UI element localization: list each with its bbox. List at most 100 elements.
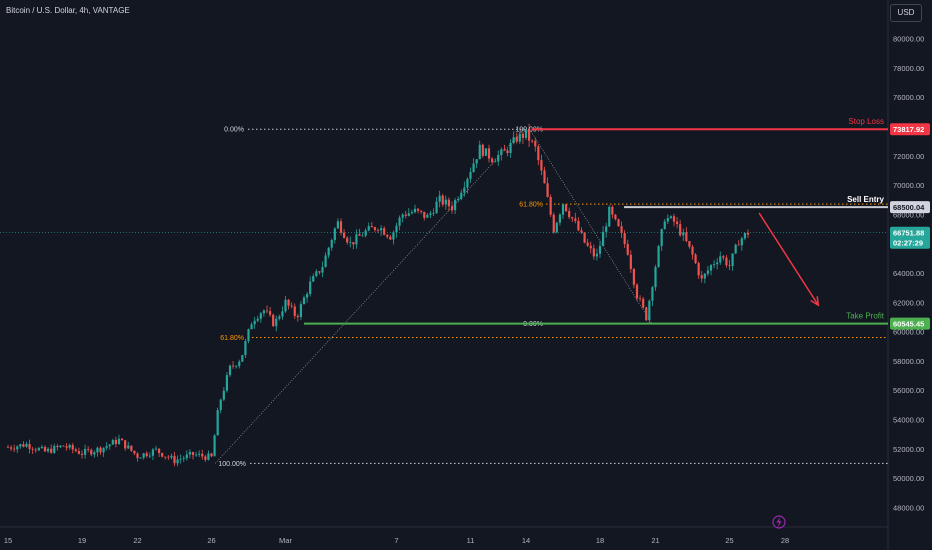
candle-body bbox=[546, 183, 549, 197]
candle-body bbox=[605, 226, 608, 232]
candle-body bbox=[642, 298, 645, 308]
candle-body bbox=[238, 361, 241, 366]
y-tick-label: 60000.00 bbox=[893, 328, 924, 337]
candle-body bbox=[691, 246, 694, 255]
candle-body bbox=[379, 228, 383, 231]
candle-body bbox=[287, 299, 290, 306]
candle-body bbox=[330, 239, 333, 248]
y-tick-label: 56000.00 bbox=[893, 386, 924, 395]
x-tick-label: 22 bbox=[133, 536, 141, 545]
candle-body bbox=[509, 142, 512, 154]
candle-body bbox=[96, 447, 99, 453]
candle-body bbox=[435, 201, 438, 214]
candle-body bbox=[179, 458, 182, 460]
candle-body bbox=[620, 226, 623, 234]
candle-body bbox=[117, 438, 121, 444]
candle-body bbox=[90, 449, 93, 455]
candle-body bbox=[68, 444, 71, 448]
candle-body bbox=[564, 204, 568, 212]
x-tick-label: 15 bbox=[4, 536, 12, 545]
candle-body bbox=[589, 245, 592, 249]
candle-body bbox=[164, 456, 167, 458]
candle-body bbox=[540, 160, 543, 171]
candle-body bbox=[50, 448, 53, 453]
candle-body bbox=[13, 448, 16, 450]
candle-body bbox=[161, 452, 164, 457]
candle-body bbox=[521, 133, 525, 138]
candle-body bbox=[503, 149, 506, 151]
candle-body bbox=[278, 316, 281, 319]
current-price-tag: 66751.88 bbox=[893, 229, 924, 238]
candle-body bbox=[648, 300, 651, 321]
candle-body bbox=[515, 137, 518, 142]
projection-arrow bbox=[758, 212, 819, 306]
candle-body bbox=[611, 206, 614, 215]
projection-arrow-head bbox=[810, 296, 820, 307]
candle-body bbox=[632, 268, 636, 285]
candle-body bbox=[346, 237, 349, 243]
candle-body bbox=[651, 287, 654, 301]
candle-body bbox=[204, 456, 207, 460]
candle-body bbox=[688, 241, 691, 247]
candle-body bbox=[176, 459, 179, 464]
candle-body bbox=[105, 446, 108, 448]
candle-body bbox=[185, 454, 188, 459]
candle-body bbox=[355, 234, 358, 245]
candle-body bbox=[247, 329, 250, 342]
candle-body bbox=[272, 314, 275, 327]
fib-left-label: 0.00% bbox=[224, 127, 244, 134]
candle-body bbox=[558, 214, 562, 223]
candle-body bbox=[494, 161, 497, 163]
candle-body bbox=[25, 443, 28, 447]
candle-body bbox=[108, 444, 111, 447]
candle-body bbox=[19, 444, 22, 447]
candle-body bbox=[506, 150, 509, 154]
y-tick-label: 76000.00 bbox=[893, 93, 924, 102]
candle-body bbox=[244, 341, 247, 356]
candle-body bbox=[65, 446, 68, 448]
candle-body bbox=[188, 452, 192, 455]
candle-body bbox=[719, 256, 722, 263]
candle-body bbox=[679, 224, 682, 236]
y-tick-label: 68000.00 bbox=[893, 210, 924, 219]
candle-body bbox=[645, 307, 648, 321]
candle-body bbox=[191, 452, 195, 456]
candle-body bbox=[142, 453, 145, 458]
candle-body bbox=[703, 273, 706, 279]
stop-loss-tag: 73817.92 bbox=[893, 125, 924, 134]
candle-body bbox=[395, 225, 398, 233]
candle-body bbox=[71, 444, 74, 450]
x-tick-label: 26 bbox=[207, 536, 215, 545]
lightning-icon[interactable] bbox=[772, 515, 786, 529]
candle-body bbox=[472, 163, 475, 173]
y-tick-label: 62000.00 bbox=[893, 298, 924, 307]
candle-body bbox=[657, 246, 660, 267]
candle-body bbox=[475, 159, 478, 164]
candle-body bbox=[728, 265, 731, 267]
candle-body bbox=[157, 448, 161, 453]
candle-body bbox=[342, 232, 346, 238]
candle-body bbox=[120, 438, 124, 441]
candle-body bbox=[561, 204, 565, 215]
candle-body bbox=[201, 453, 204, 457]
candle-body bbox=[333, 228, 336, 240]
candle-body bbox=[167, 456, 170, 458]
candle-body bbox=[361, 235, 364, 237]
take-profit-label: Take Profit bbox=[846, 312, 885, 321]
candle-body bbox=[734, 244, 737, 254]
candle-body bbox=[87, 449, 90, 450]
sell-entry-tag: 68500.04 bbox=[893, 203, 925, 212]
candle-body bbox=[537, 146, 540, 161]
candle-body bbox=[552, 214, 555, 233]
currency-button[interactable]: USD bbox=[890, 4, 922, 22]
candle-body bbox=[136, 453, 139, 459]
candle-body bbox=[712, 264, 716, 266]
candle-body bbox=[398, 217, 401, 226]
candle-body bbox=[370, 226, 373, 228]
candle-body bbox=[376, 229, 380, 231]
y-tick-label: 52000.00 bbox=[893, 445, 924, 454]
candle-body bbox=[669, 216, 673, 219]
candle-body bbox=[457, 198, 460, 201]
candle-body bbox=[623, 233, 626, 244]
